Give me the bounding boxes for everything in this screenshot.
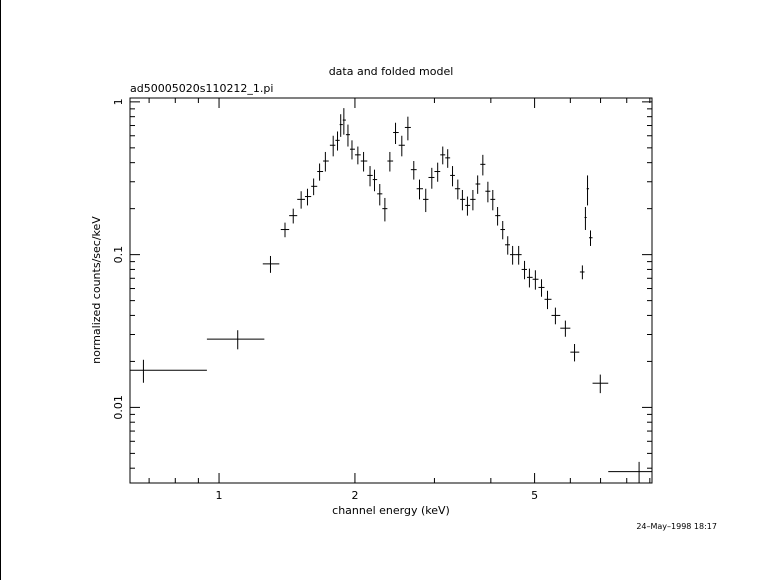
timestamp: 24–May–1998 18:17 (636, 522, 717, 531)
chart-subtitle: ad50005020s110212_1.pi (130, 82, 273, 95)
x-tick-label: 5 (531, 489, 538, 502)
y-tick-label: 1 (112, 98, 125, 105)
y-tick-label: 0.1 (112, 246, 125, 264)
chart-title: data and folded model (329, 65, 454, 78)
x-tick-label: 2 (351, 489, 358, 502)
y-axis-label: normalized counts/sec/keV (90, 216, 103, 364)
y-tick-label: 0.01 (112, 395, 125, 420)
x-axis-label: channel energy (keV) (332, 504, 450, 517)
plot-frame (129, 97, 653, 484)
x-tick-label: 1 (216, 489, 223, 502)
